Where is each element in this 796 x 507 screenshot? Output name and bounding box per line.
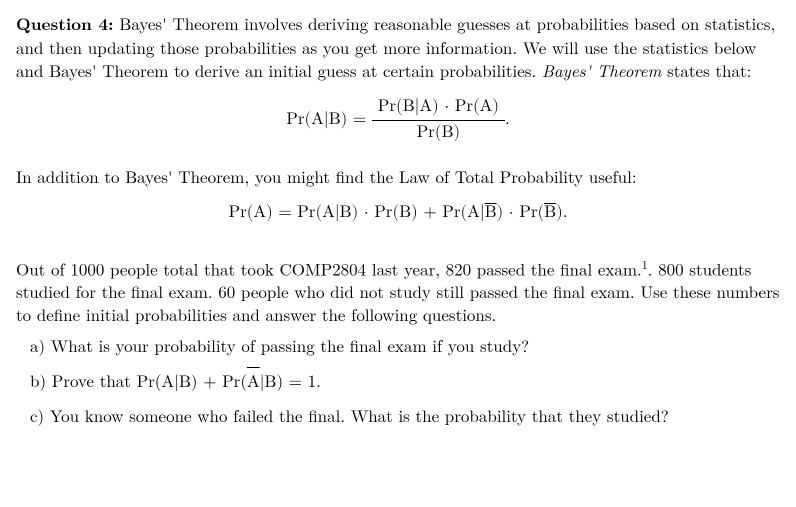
part-c-label: c) (30, 403, 44, 427)
part-b-post: |B) = 1. (260, 368, 321, 392)
question-intro: Question 4: Bayes' Theorem involves deri… (16, 12, 780, 82)
part-c: c) You know someone who failed the final… (30, 404, 780, 427)
part-b: b) Prove that Pr(A|B) + Pr(A|B) = 1. (30, 369, 780, 392)
setup-paragraph: Out of 1000 people total that took COMP2… (16, 257, 780, 326)
ltp-equation: Pr(A) = Pr(A|B) · Pr(B) + Pr(A|B) · Pr(B… (16, 202, 780, 225)
bayes-tail: . (505, 111, 510, 128)
part-a-label: a) (30, 333, 45, 357)
part-b-abar: A (247, 368, 260, 392)
question-label: Question 4: (16, 12, 114, 36)
bayes-fraction: Pr(B|A) · Pr(A)Pr(B) (372, 96, 505, 145)
ltp-mid: ) · Pr( (497, 204, 544, 221)
part-c-text: You know someone who failed the final. W… (50, 403, 669, 427)
bayes-numerator: Pr(B|A) · Pr(A) (372, 96, 505, 121)
part-a: a) What is your probability of passing t… (30, 334, 780, 357)
setup-text1: Out of 1000 people total that took COMP2… (16, 256, 642, 280)
ltp-pre: Pr(A) = Pr(A|B) · Pr(B) + Pr(A| (229, 204, 485, 221)
bayes-equation: Pr(A|B) = Pr(B|A) · Pr(A)Pr(B). (16, 96, 780, 145)
parts-list: a) What is your probability of passing t… (30, 334, 780, 427)
ltp-intro: In addition to Bayes' Theorem, you might… (16, 165, 780, 188)
part-a-text: What is your probability of passing the … (51, 333, 529, 357)
ltp-bbar2: B (544, 204, 556, 221)
ltp-bbar1: B (485, 204, 497, 221)
ltp-post: ). (556, 204, 567, 221)
states-that: states that: (661, 58, 751, 82)
theorem-name: Bayes' Theorem (542, 58, 662, 82)
bayes-lhs: Pr(A|B) = (286, 111, 372, 128)
bayes-denominator: Pr(B) (372, 121, 505, 145)
part-b-pre: Prove that Pr(A|B) + Pr( (52, 368, 247, 392)
part-b-label: b) (30, 368, 46, 392)
